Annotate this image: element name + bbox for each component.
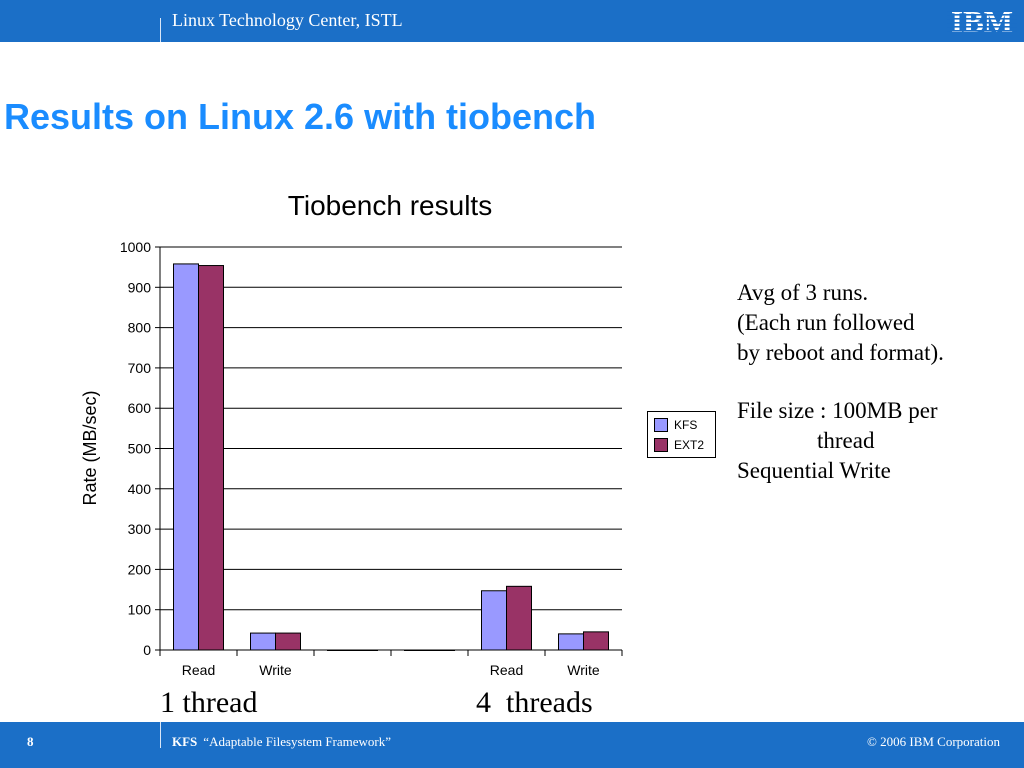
y-tick-label: 0 (143, 642, 151, 658)
legend-item-ext2: EXT2 (654, 437, 704, 453)
note-line: Avg of 3 runs. (737, 280, 869, 305)
footer-product-name: KFS (172, 734, 198, 749)
y-tick-label: 1000 (120, 239, 151, 255)
bar-ext2-5 (583, 631, 609, 651)
y-tick-label: 800 (128, 320, 152, 336)
page-number: 8 (27, 734, 34, 749)
footer-divider (160, 722, 161, 748)
legend-item-kfs: KFS (654, 417, 697, 433)
legend-swatch-kfs (654, 418, 668, 432)
bar-ext2-4 (506, 585, 532, 651)
y-tick-label: 600 (128, 400, 152, 416)
footer-product-desc: “Adaptable Filesystem Framework” (203, 734, 392, 749)
notes-block: Avg of 3 runs. (Each run followed by reb… (737, 278, 944, 486)
note-spacer (737, 368, 944, 396)
bar-kfs-1 (250, 632, 276, 651)
x-tick-label: Read (490, 662, 523, 678)
slide-title: Results on Linux 2.6 with tiobench (4, 96, 597, 137)
note-line: (Each run followed (737, 310, 915, 335)
bar-kfs-0 (173, 263, 199, 651)
bar-kfs-5 (558, 633, 584, 651)
note-line: by reboot and format). (737, 340, 944, 365)
legend-swatch-ext2 (654, 438, 668, 452)
y-axis-title: Rate (MB/sec) (80, 390, 100, 505)
header-center-text: Linux Technology Center, ISTL (172, 10, 403, 30)
footer-product: KFS “Adaptable Filesystem Framework” (172, 734, 391, 750)
y-tick-label: 400 (128, 481, 152, 497)
x-tick-label: Write (259, 662, 292, 678)
y-tick-label: 900 (128, 279, 152, 295)
footer-bar: 8 KFS “Adaptable Filesystem Framework” © … (0, 722, 1024, 768)
group-label-4-threads: 4 threads (476, 686, 593, 719)
ibm-logo-icon: IBM (947, 5, 1017, 37)
footer-copyright: © 2006 IBM Corporation (866, 734, 1000, 749)
x-tick-label: Write (567, 662, 600, 678)
group-label-1-thread: 1 thread (160, 686, 258, 719)
bar-ext2-1 (275, 632, 301, 651)
note-line: File size : 100MB per (737, 398, 938, 423)
note-line: thread (817, 428, 875, 453)
chart-title: Tiobench results (287, 190, 493, 221)
chart-legend: KFS EXT2 (647, 411, 716, 458)
y-tick-label: 700 (128, 360, 152, 376)
header-bar: Linux Technology Center, ISTL IBM (0, 0, 1024, 42)
y-tick-label: 100 (128, 602, 152, 618)
y-tick-label: 500 (128, 441, 152, 457)
y-tick-label: 300 (128, 521, 152, 537)
legend-label-ext2: EXT2 (674, 438, 705, 452)
bar-kfs-4 (481, 590, 507, 651)
note-line: Sequential Write (737, 458, 891, 483)
bar-ext2-0 (198, 265, 224, 651)
x-tick-label: Read (182, 662, 215, 678)
header-divider (160, 18, 161, 42)
legend-label-kfs: KFS (674, 418, 698, 432)
y-tick-label: 200 (128, 561, 152, 577)
